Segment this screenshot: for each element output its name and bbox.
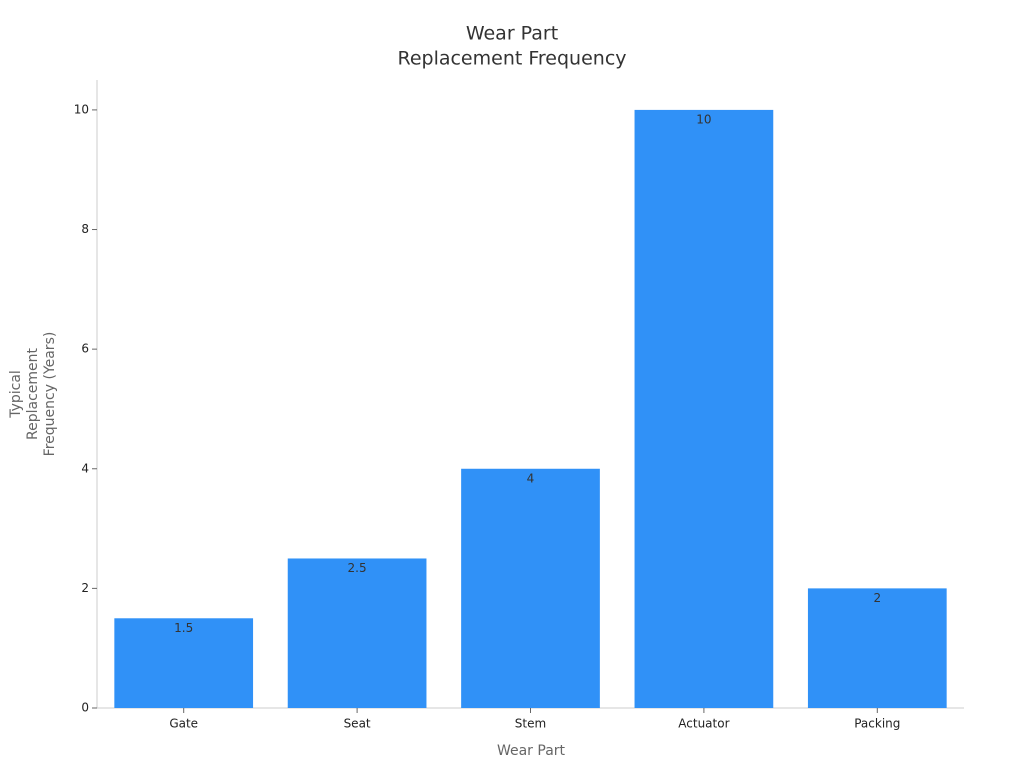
y-axis-label-line: Frequency (Years): [42, 332, 58, 457]
y-axis-label-line: Replacement: [25, 347, 41, 440]
y-axis-label: Typical Replacement Frequency (Years): [8, 332, 58, 457]
y-axis-label-line: Typical: [8, 370, 24, 419]
value-label: 2.5: [348, 561, 367, 575]
y-tick-label: 0: [81, 701, 89, 715]
x-tick-label: Stem: [515, 717, 546, 731]
chart-title: Wear Part: [466, 23, 558, 45]
bar: [634, 109, 774, 708]
y-tick-label: 2: [81, 581, 89, 595]
bar: [461, 468, 600, 708]
value-label: 1.5: [174, 621, 193, 635]
bar: [114, 618, 254, 708]
y-tick-label: 6: [81, 342, 89, 356]
y-tick-label: 4: [81, 461, 89, 475]
y-tick-label: 10: [74, 102, 89, 116]
x-tick-label: Actuator: [678, 717, 729, 731]
bar: [287, 558, 427, 708]
chart-title: Replacement Frequency: [397, 48, 626, 70]
x-tick-label: Gate: [169, 717, 198, 731]
y-tick-label: 8: [81, 222, 89, 236]
bar: [807, 588, 947, 708]
x-axis-label: Wear Part: [497, 743, 566, 759]
value-label: 10: [696, 112, 711, 126]
value-label: 2: [873, 591, 881, 605]
x-tick-label: Packing: [854, 717, 900, 731]
x-tick-label: Seat: [344, 717, 371, 731]
value-label: 4: [527, 471, 535, 485]
